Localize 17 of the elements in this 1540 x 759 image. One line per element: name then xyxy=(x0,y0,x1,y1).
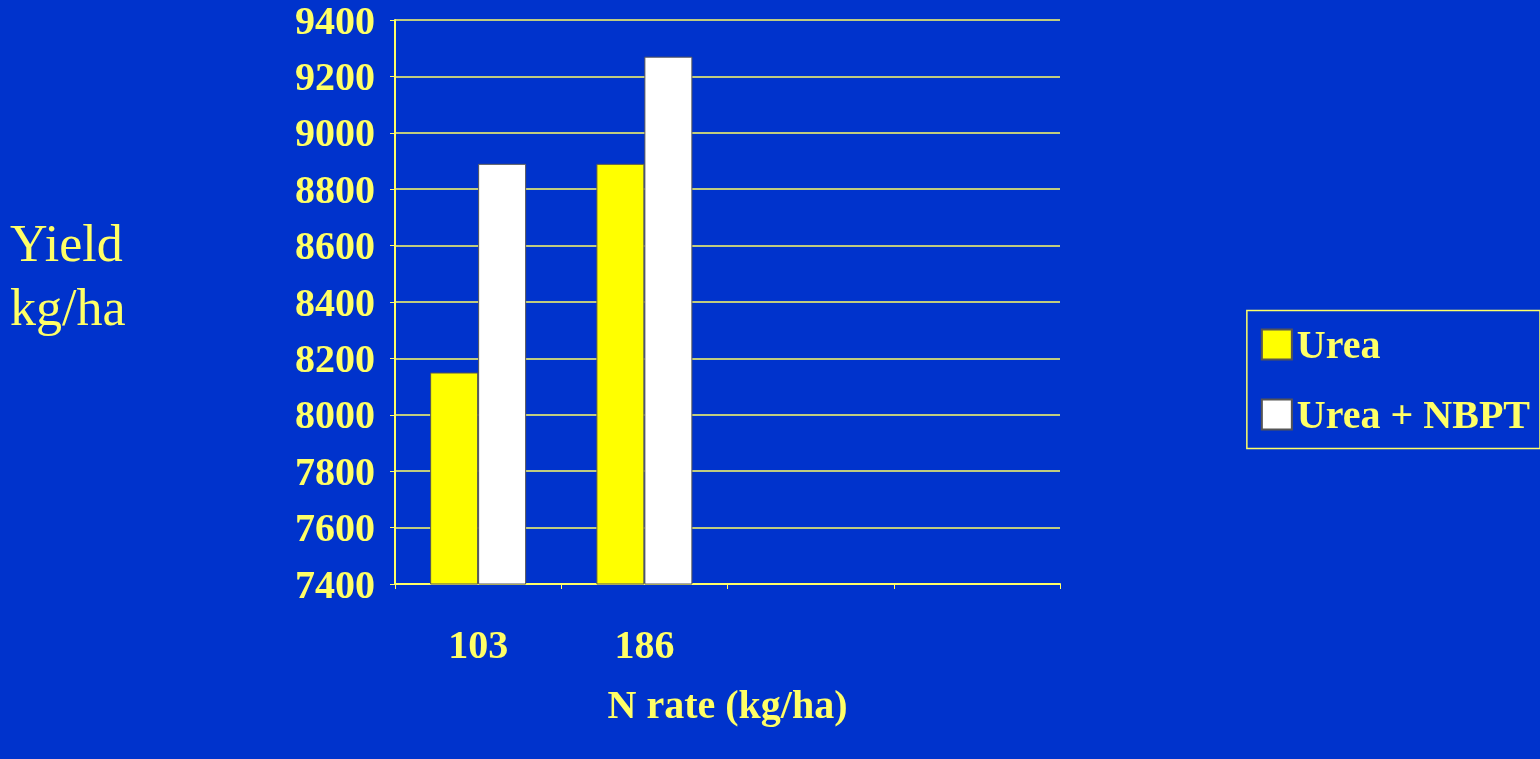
y-tick-label: 7600 xyxy=(295,505,375,551)
x-tick-label: 186 xyxy=(614,621,675,667)
y-tick-label: 8200 xyxy=(295,335,375,381)
y-tick-label: 7400 xyxy=(295,561,375,607)
y-tick-label: 8600 xyxy=(295,223,375,269)
y-tick-label: 9200 xyxy=(295,53,375,99)
x-axis-title: N rate (kg/ha) xyxy=(607,681,848,727)
y-tick-label: 8800 xyxy=(295,166,375,212)
y-tick-label: 9400 xyxy=(295,0,375,43)
legend-label: Urea xyxy=(1296,322,1381,367)
x-tick-label: 103 xyxy=(448,621,509,667)
legend-label: Urea + NBPT xyxy=(1296,392,1531,437)
y-tick-label: 8000 xyxy=(295,392,375,438)
y-tick-label: 9000 xyxy=(295,110,375,156)
y-axis-title: Yield kg/ha xyxy=(10,214,127,338)
y-tick-label: 8400 xyxy=(295,279,375,325)
y-tick-label: 7800 xyxy=(295,448,375,494)
